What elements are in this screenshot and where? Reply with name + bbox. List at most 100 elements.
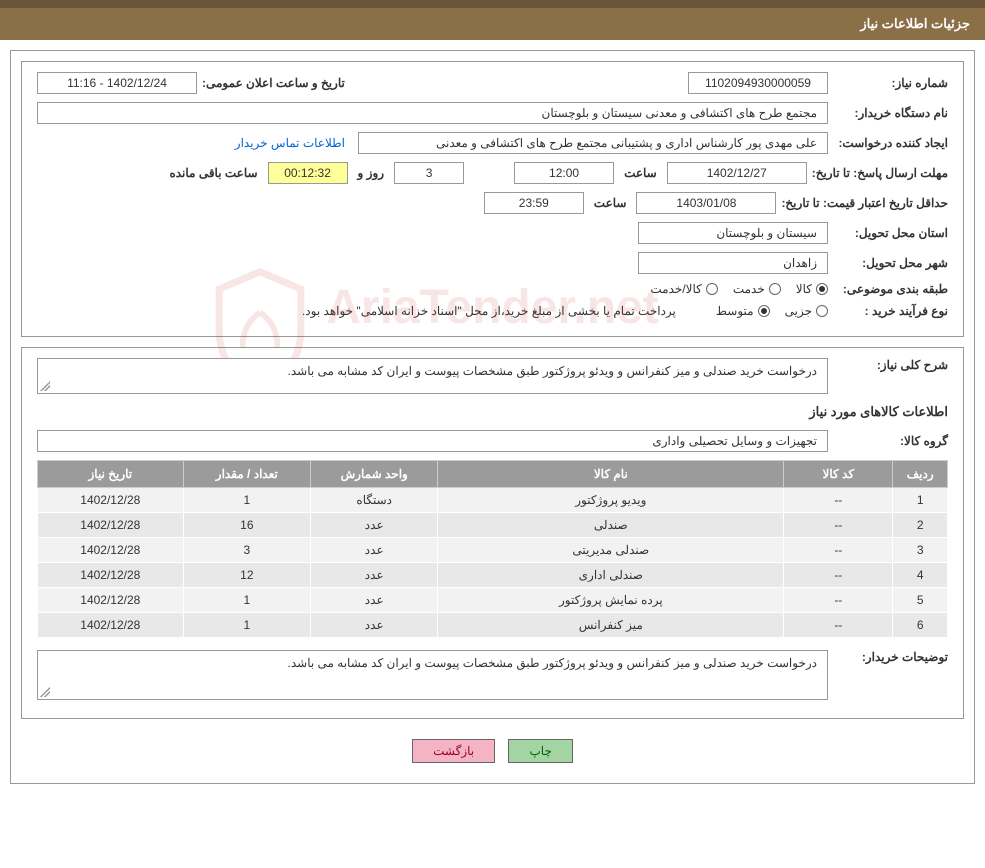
link-buyer-contact[interactable]: اطلاعات تماس خریدار: [227, 136, 353, 150]
field-buyer-org: مجتمع طرح های اکتشافی و معدنی سیستان و ب…: [37, 102, 828, 124]
table-cell-code: --: [784, 563, 893, 588]
col-date: تاریخ نیاز: [38, 461, 184, 488]
field-days-remaining: 3: [394, 162, 464, 184]
table-cell-unit: عدد: [311, 588, 438, 613]
radio-service-label: خدمت: [733, 282, 765, 296]
table-header-row: ردیف کد کالا نام کالا واحد شمارش تعداد /…: [38, 461, 948, 488]
label-time-2: ساعت: [589, 196, 632, 210]
row-requester: ایجاد کننده درخواست: علی مهدی پور کارشنا…: [37, 132, 948, 154]
radio-goods-label: کالا: [796, 282, 812, 296]
radio-medium[interactable]: متوسط: [716, 304, 770, 318]
table-row: 3--صندلی مدیریتیعدد31402/12/28: [38, 538, 948, 563]
table-cell-date: 1402/12/28: [38, 488, 184, 513]
table-cell-unit: عدد: [311, 513, 438, 538]
table-cell-name: پرده نمایش پروژکتور: [438, 588, 784, 613]
back-button[interactable]: بازگشت: [412, 739, 495, 763]
row-buyer-org: نام دستگاه خریدار: مجتمع طرح های اکتشافی…: [37, 102, 948, 124]
description-section: شرح کلی نیاز: درخواست خرید صندلی و میز ک…: [21, 347, 964, 719]
table-cell-qty: 1: [183, 613, 310, 638]
print-button[interactable]: چاپ: [508, 739, 572, 763]
label-buyer-notes: توضیحات خریدار:: [833, 650, 948, 664]
col-idx: ردیف: [893, 461, 948, 488]
info-section: شماره نیاز: 1102094930000059 تاریخ و ساع…: [21, 61, 964, 337]
field-validity-date: 1403/01/08: [636, 192, 776, 214]
radio-goods-circle: [816, 283, 828, 295]
table-cell-qty: 1: [183, 488, 310, 513]
label-category: طبقه بندی موضوعی:: [833, 282, 948, 296]
table-cell-idx: 1: [893, 488, 948, 513]
table-cell-name: صندلی: [438, 513, 784, 538]
page-title: جزئیات اطلاعات نیاز: [860, 16, 970, 31]
table-cell-date: 1402/12/28: [38, 538, 184, 563]
table-cell-date: 1402/12/28: [38, 563, 184, 588]
field-overall-desc: درخواست خرید صندلی و میز کنفرانس و ویدئو…: [37, 358, 828, 394]
table-cell-qty: 16: [183, 513, 310, 538]
table-cell-code: --: [784, 513, 893, 538]
field-requester: علی مهدی پور کارشناس اداری و پشتیبانی مج…: [358, 132, 828, 154]
col-code: کد کالا: [784, 461, 893, 488]
field-validity-time: 23:59: [484, 192, 584, 214]
table-cell-code: --: [784, 488, 893, 513]
label-overall-desc: شرح کلی نیاز:: [833, 358, 948, 372]
field-response-time: 12:00: [514, 162, 614, 184]
field-announce-date: 1402/12/24 - 11:16: [37, 72, 197, 94]
table-cell-name: میز کنفرانس: [438, 613, 784, 638]
radio-medium-circle: [758, 305, 770, 317]
label-response-deadline: مهلت ارسال پاسخ: تا تاریخ:: [812, 166, 948, 180]
radio-service-circle: [769, 283, 781, 295]
field-delivery-city: زاهدان: [638, 252, 828, 274]
table-row: 1--ویدیو پروژکتوردستگاه11402/12/28: [38, 488, 948, 513]
label-need-number: شماره نیاز:: [833, 76, 948, 90]
col-name: نام کالا: [438, 461, 784, 488]
label-delivery-province: استان محل تحویل:: [833, 226, 948, 240]
buyer-notes-text: درخواست خرید صندلی و میز کنفرانس و ویدئو…: [288, 656, 818, 670]
radio-group-purchase-type: جزیی متوسط: [716, 304, 828, 318]
overall-desc-text: درخواست خرید صندلی و میز کنفرانس و ویدئو…: [288, 364, 818, 378]
table-cell-unit: دستگاه: [311, 488, 438, 513]
radio-minor-circle: [816, 305, 828, 317]
label-validity: حداقل تاریخ اعتبار قیمت: تا تاریخ:: [781, 196, 948, 210]
table-row: 4--صندلی اداریعدد121402/12/28: [38, 563, 948, 588]
radio-goods-service[interactable]: کالا/خدمت: [650, 282, 717, 296]
row-purchase-type: نوع فرآیند خرید : جزیی متوسط پرداخت تمام…: [37, 304, 948, 318]
label-remaining: ساعت باقی مانده: [164, 166, 262, 180]
table-cell-idx: 6: [893, 613, 948, 638]
table-row: 6--میز کنفرانسعدد11402/12/28: [38, 613, 948, 638]
table-row: 5--پرده نمایش پروژکتورعدد11402/12/28: [38, 588, 948, 613]
goods-table: ردیف کد کالا نام کالا واحد شمارش تعداد /…: [37, 460, 948, 638]
table-cell-date: 1402/12/28: [38, 513, 184, 538]
table-cell-qty: 1: [183, 588, 310, 613]
main-container: شماره نیاز: 1102094930000059 تاریخ و ساع…: [10, 50, 975, 784]
table-cell-name: صندلی مدیریتی: [438, 538, 784, 563]
label-requester: ایجاد کننده درخواست:: [833, 136, 948, 150]
resize-handle-icon[interactable]: [40, 381, 50, 391]
table-cell-unit: عدد: [311, 563, 438, 588]
row-overall-desc: شرح کلی نیاز: درخواست خرید صندلی و میز ک…: [37, 358, 948, 394]
field-countdown: 00:12:32: [268, 162, 348, 184]
radio-goods[interactable]: کالا: [796, 282, 828, 296]
table-cell-name: ویدیو پروژکتور: [438, 488, 784, 513]
radio-minor[interactable]: جزیی: [785, 304, 828, 318]
row-goods-group: گروه کالا: تجهیزات و وسایل تحصیلی واداری: [37, 430, 948, 452]
row-validity: حداقل تاریخ اعتبار قیمت: تا تاریخ: 1403/…: [37, 192, 948, 214]
radio-service[interactable]: خدمت: [733, 282, 781, 296]
button-row: چاپ بازگشت: [21, 729, 964, 773]
col-unit: واحد شمارش: [311, 461, 438, 488]
label-delivery-city: شهر محل تحویل:: [833, 256, 948, 270]
row-category: طبقه بندی موضوعی: کالا خدمت کالا/خدمت: [37, 282, 948, 296]
purchase-note: پرداخت تمام یا بخشی از مبلغ خرید،از محل …: [302, 304, 676, 318]
table-body: 1--ویدیو پروژکتوردستگاه11402/12/282--صند…: [38, 488, 948, 638]
row-delivery-city: شهر محل تحویل: زاهدان: [37, 252, 948, 274]
field-need-number: 1102094930000059: [688, 72, 828, 94]
table-cell-qty: 3: [183, 538, 310, 563]
table-cell-idx: 2: [893, 513, 948, 538]
resize-handle-icon[interactable]: [40, 687, 50, 697]
label-goods-group: گروه کالا:: [833, 434, 948, 448]
field-response-date: 1402/12/27: [667, 162, 807, 184]
col-qty: تعداد / مقدار: [183, 461, 310, 488]
table-cell-code: --: [784, 538, 893, 563]
table-cell-idx: 4: [893, 563, 948, 588]
radio-minor-label: جزیی: [785, 304, 812, 318]
label-purchase-type: نوع فرآیند خرید :: [833, 304, 948, 318]
label-buyer-org: نام دستگاه خریدار:: [833, 106, 948, 120]
